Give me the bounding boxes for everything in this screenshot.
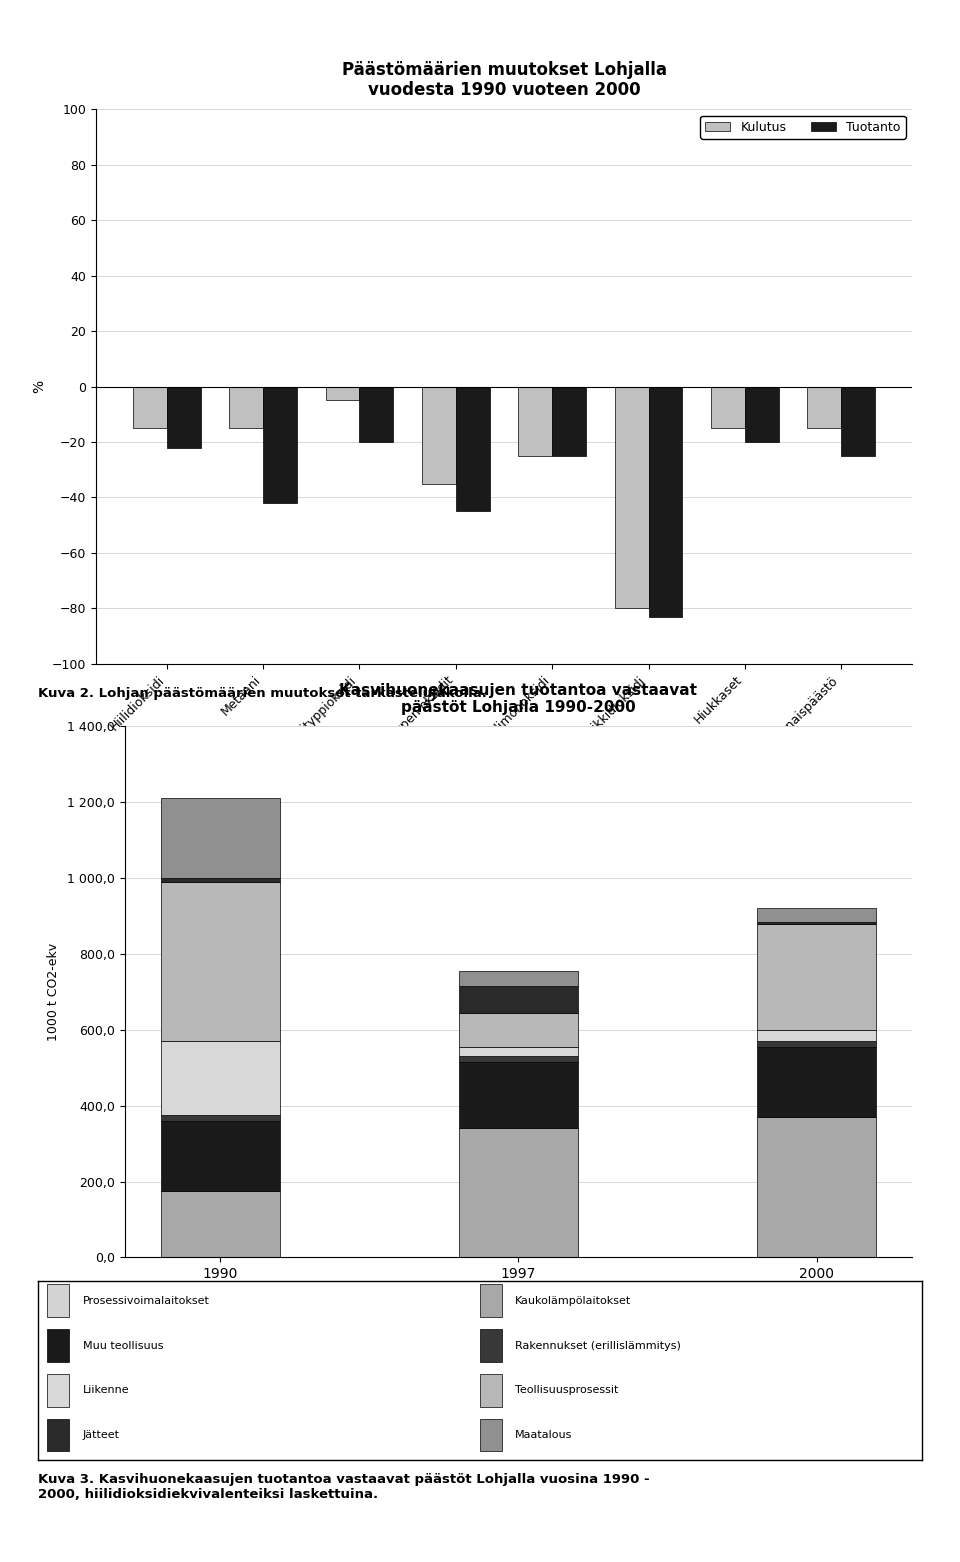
Bar xyxy=(47,1329,69,1362)
Bar xyxy=(756,1117,876,1257)
Bar xyxy=(325,387,359,400)
Bar xyxy=(711,387,745,428)
Bar xyxy=(359,387,394,442)
Bar xyxy=(229,387,263,428)
Bar xyxy=(160,878,280,883)
Bar xyxy=(160,883,280,1042)
Bar xyxy=(459,1012,578,1047)
Text: Prosessivoimalaitokset: Prosessivoimalaitokset xyxy=(83,1295,209,1306)
Bar xyxy=(756,922,876,923)
Bar xyxy=(160,798,280,878)
Bar xyxy=(456,387,490,511)
Bar xyxy=(552,387,586,456)
Title: Päästömäärien muutokset Lohjalla
vuodesta 1990 vuoteen 2000: Päästömäärien muutokset Lohjalla vuodest… xyxy=(342,61,666,100)
Text: Kaukolämpölaitokset: Kaukolämpölaitokset xyxy=(516,1295,632,1306)
Bar xyxy=(459,1056,578,1062)
Bar xyxy=(756,909,876,922)
Bar xyxy=(47,1375,69,1406)
Y-axis label: %: % xyxy=(33,380,46,394)
Bar xyxy=(480,1420,502,1451)
Bar xyxy=(459,1128,578,1257)
Bar xyxy=(263,387,297,503)
Bar xyxy=(459,986,578,1012)
Bar xyxy=(756,1029,876,1042)
Bar xyxy=(160,1190,280,1257)
Bar xyxy=(756,923,876,1029)
Bar xyxy=(480,1284,502,1317)
Bar xyxy=(459,972,578,986)
Bar xyxy=(480,1375,502,1406)
Text: Kuva 3. Kasvihuonekaasujen tuotantoa vastaavat päästöt Lohjalla vuosina 1990 -
2: Kuva 3. Kasvihuonekaasujen tuotantoa vas… xyxy=(38,1473,650,1501)
Bar xyxy=(47,1420,69,1451)
Bar xyxy=(480,1329,502,1362)
Bar xyxy=(47,1284,69,1317)
Title: Kasvihuonekaasujen tuotantoa vastaavat
päästöt Lohjalla 1990-2000: Kasvihuonekaasujen tuotantoa vastaavat p… xyxy=(340,683,697,715)
Text: Rakennukset (erillislämmitys): Rakennukset (erillislämmitys) xyxy=(516,1340,682,1351)
Bar xyxy=(459,1062,578,1128)
Text: Teollisuusprosessit: Teollisuusprosessit xyxy=(516,1385,618,1395)
Text: Liikenne: Liikenne xyxy=(83,1385,130,1395)
Bar xyxy=(133,387,167,428)
Bar xyxy=(649,387,683,617)
Bar xyxy=(614,387,649,609)
Bar xyxy=(841,387,875,456)
Text: Muu teollisuus: Muu teollisuus xyxy=(83,1340,163,1351)
Text: Kuva 2. Lohjan päästömäärien muutokset tarkastelujakolla.: Kuva 2. Lohjan päästömäärien muutokset t… xyxy=(38,687,488,700)
Bar xyxy=(745,387,779,442)
Bar xyxy=(160,1115,280,1122)
Legend: Kulutus, Tuotanto: Kulutus, Tuotanto xyxy=(701,116,905,139)
Bar xyxy=(160,1122,280,1190)
Bar xyxy=(422,387,456,484)
Bar xyxy=(807,387,841,428)
Text: Jätteet: Jätteet xyxy=(83,1431,120,1440)
Bar xyxy=(459,1047,578,1056)
Bar xyxy=(756,1047,876,1117)
Text: Maatalous: Maatalous xyxy=(516,1431,573,1440)
Bar xyxy=(518,387,552,456)
Bar xyxy=(160,1042,280,1115)
Bar xyxy=(756,1042,876,1047)
Bar xyxy=(167,387,201,448)
Y-axis label: 1000 t CO2-ekv: 1000 t CO2-ekv xyxy=(47,943,60,1040)
